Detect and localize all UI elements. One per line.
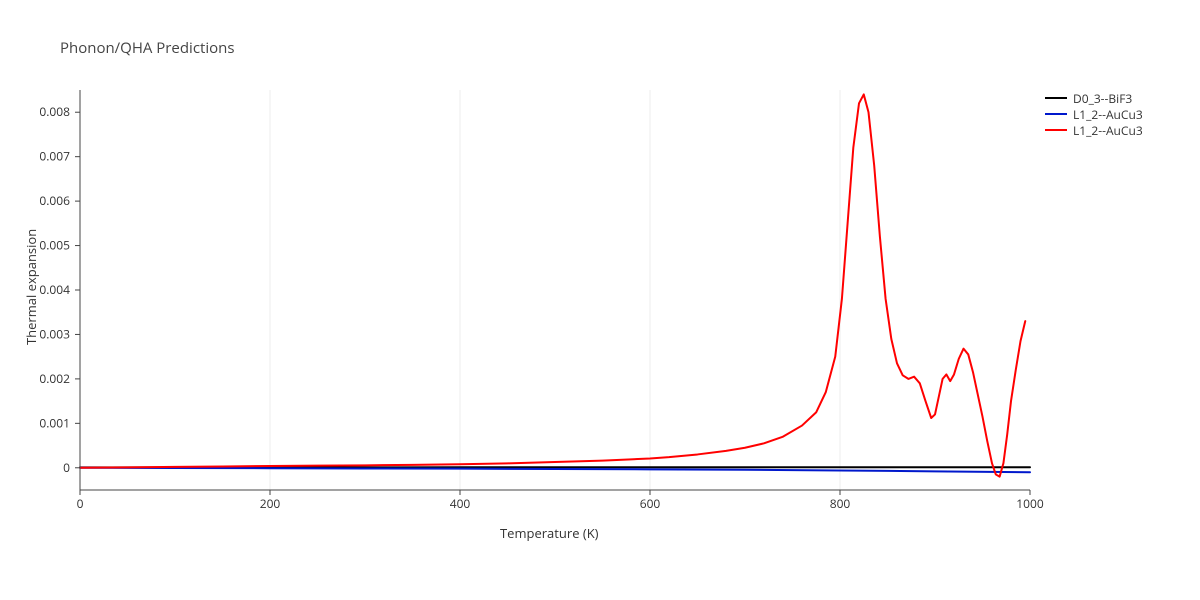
- y-tick-label: 0.002: [39, 370, 70, 387]
- legend-item[interactable]: D0_3--BiF3: [1045, 90, 1143, 106]
- x-tick-label: 1000: [1016, 495, 1044, 512]
- legend-label: L1_2--AuCu3: [1073, 106, 1143, 123]
- y-tick-label: 0.003: [39, 325, 70, 342]
- y-tick-label: 0.008: [39, 103, 70, 120]
- legend-item[interactable]: L1_2--AuCu3: [1045, 106, 1143, 122]
- legend-swatch: [1045, 113, 1067, 115]
- chart-title: Phonon/QHA Predictions: [60, 38, 235, 58]
- y-axis-title: Thermal expansion: [22, 229, 40, 345]
- y-tick-label: 0.006: [39, 192, 70, 209]
- x-tick-label: 200: [260, 495, 281, 512]
- legend-label: D0_3--BiF3: [1073, 90, 1132, 107]
- legend-label: L1_2--AuCu3: [1073, 122, 1143, 139]
- legend-swatch: [1045, 97, 1067, 99]
- y-tick-label: 0.001: [39, 414, 70, 431]
- y-tick-label: 0.005: [39, 237, 70, 254]
- legend-swatch: [1045, 129, 1067, 131]
- legend-item[interactable]: L1_2--AuCu3: [1045, 122, 1143, 138]
- x-tick-label: 800: [830, 495, 851, 512]
- chart-container: { "chart": { "type": "line", "title": "P…: [0, 0, 1200, 600]
- y-tick-label: 0.007: [39, 148, 70, 165]
- y-tick-label: 0: [63, 459, 70, 476]
- series-line[interactable]: [80, 468, 1030, 472]
- plot-area: 0200400600800100000.0010.0020.0030.0040.…: [80, 90, 1030, 490]
- y-tick-label: 0.004: [39, 281, 70, 298]
- plot-svg: 0200400600800100000.0010.0020.0030.0040.…: [80, 90, 1030, 490]
- series-line[interactable]: [80, 94, 1025, 476]
- x-tick-label: 600: [640, 495, 661, 512]
- x-axis-title: Temperature (K): [500, 524, 599, 542]
- legend: D0_3--BiF3L1_2--AuCu3L1_2--AuCu3: [1045, 90, 1143, 138]
- x-tick-label: 400: [450, 495, 471, 512]
- x-tick-label: 0: [77, 495, 84, 512]
